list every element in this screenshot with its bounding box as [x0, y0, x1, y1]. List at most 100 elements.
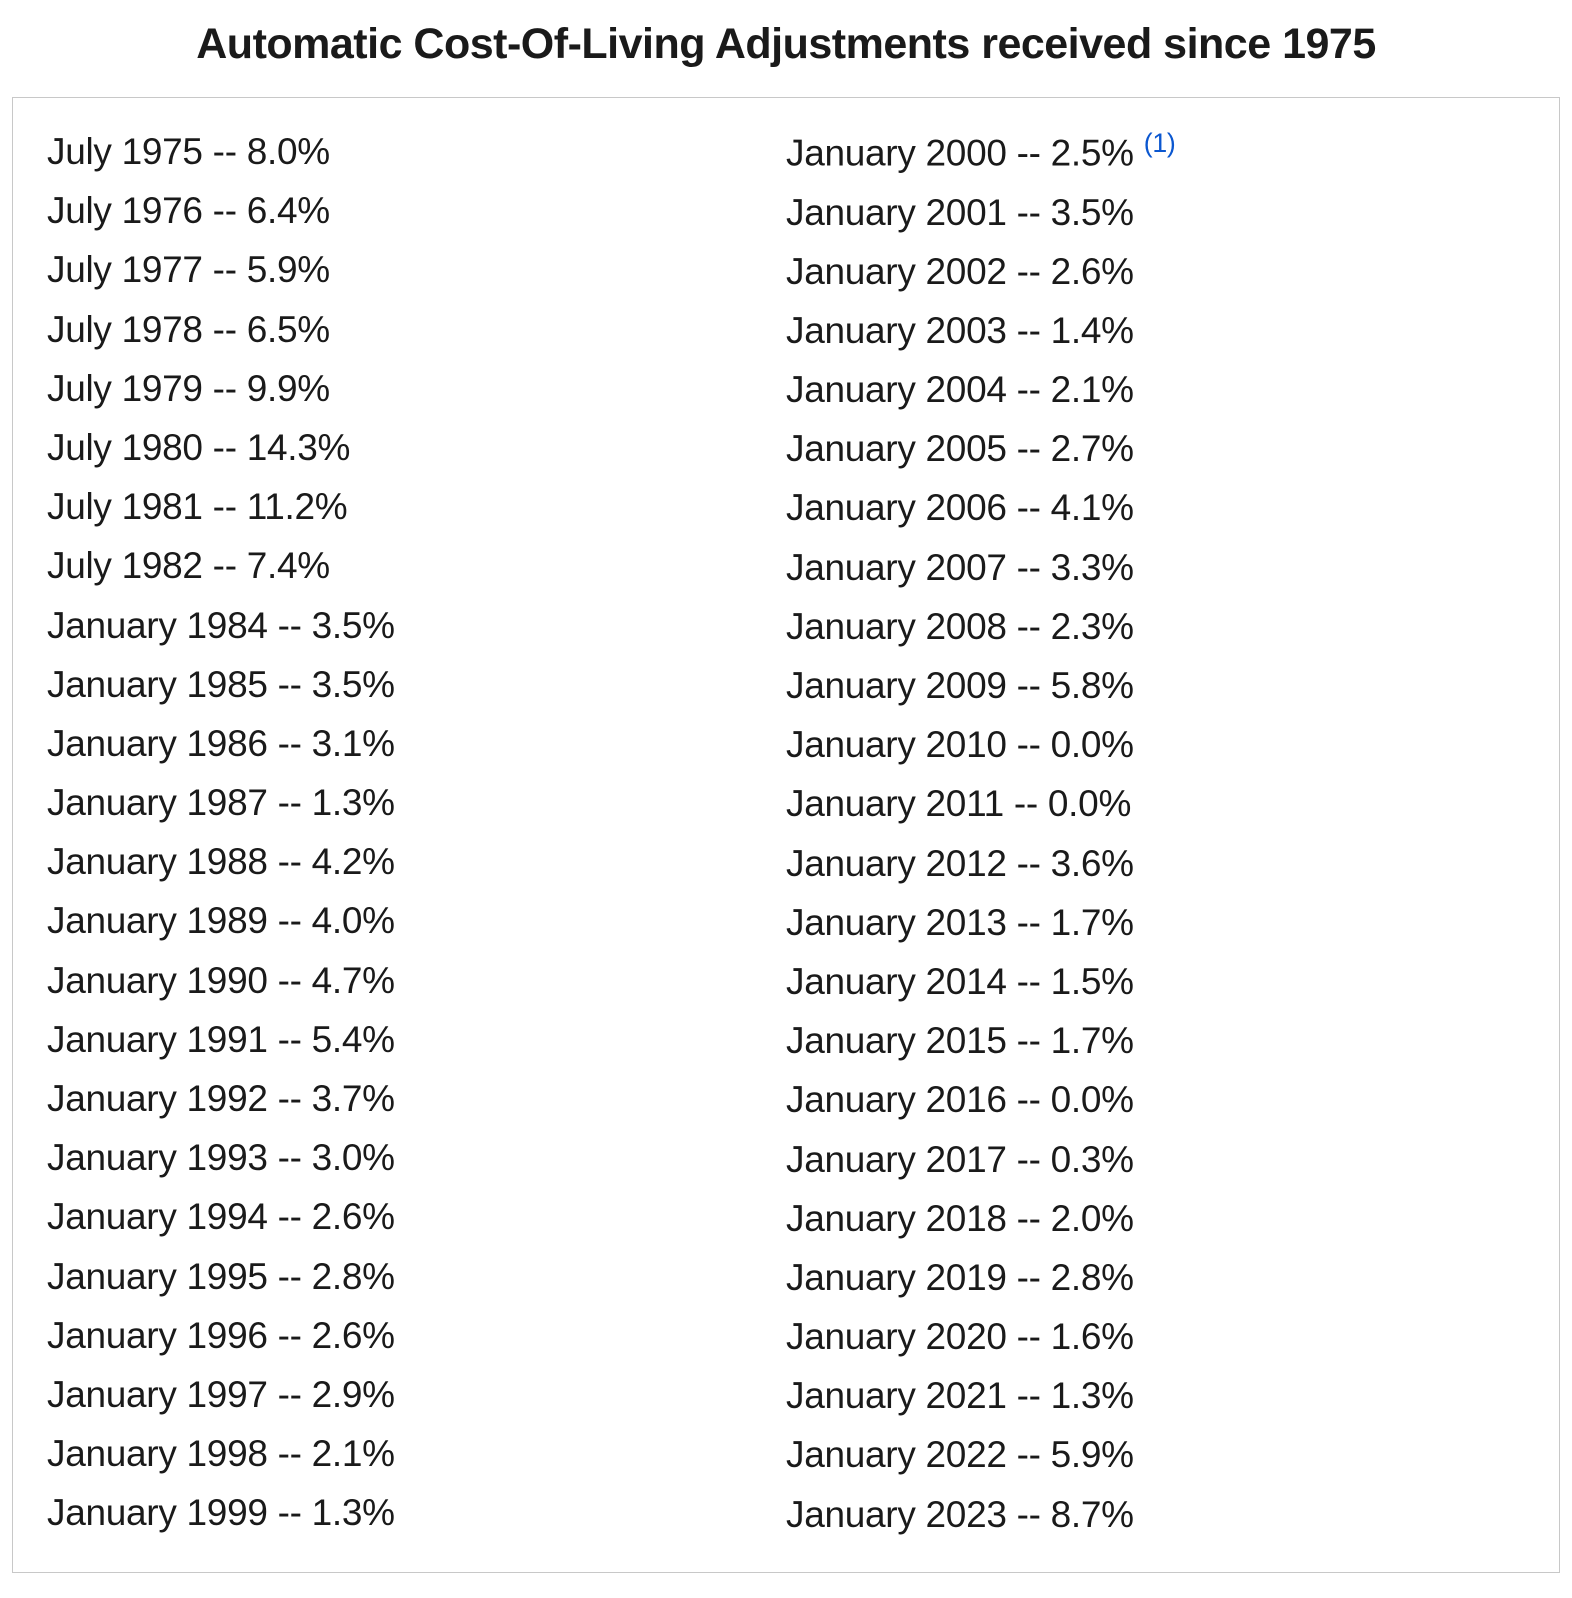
cola-row: January 2004 -- 2.1% [786, 360, 1525, 419]
cola-separator: -- [203, 545, 247, 586]
cola-percent: 1.4% [1051, 310, 1134, 351]
cola-separator: -- [203, 249, 247, 290]
cola-separator: -- [1007, 1494, 1051, 1535]
cola-row: January 1993 -- 3.0% [47, 1128, 786, 1187]
cola-percent: 8.7% [1051, 1494, 1134, 1535]
cola-percent: 5.9% [1051, 1434, 1134, 1475]
cola-percent: 2.3% [1051, 606, 1134, 647]
cola-date: January 1995 [47, 1256, 268, 1297]
cola-separator: -- [268, 1196, 312, 1237]
cola-percent: 4.2% [312, 841, 395, 882]
cola-separator: -- [1007, 547, 1051, 588]
cola-separator: -- [268, 900, 312, 941]
cola-separator: -- [203, 309, 247, 350]
cola-row: January 2019 -- 2.8% [786, 1248, 1525, 1307]
cola-separator: -- [1007, 843, 1051, 884]
cola-date: January 2006 [786, 487, 1007, 528]
cola-percent: 3.6% [1051, 843, 1134, 884]
cola-percent: 2.8% [1051, 1257, 1134, 1298]
cola-row: July 1979 -- 9.9% [47, 359, 786, 418]
cola-separator: -- [203, 190, 247, 231]
cola-date: January 2019 [786, 1257, 1007, 1298]
cola-percent: 4.1% [1051, 487, 1134, 528]
cola-table: July 1975 -- 8.0%July 1976 -- 6.4%July 1… [12, 97, 1560, 1573]
cola-row: January 1998 -- 2.1% [47, 1424, 786, 1483]
cola-percent: 2.7% [1051, 428, 1134, 469]
cola-date: January 2023 [786, 1494, 1007, 1535]
cola-percent: 9.9% [247, 368, 330, 409]
cola-percent: 5.9% [247, 249, 330, 290]
cola-row: January 1997 -- 2.9% [47, 1365, 786, 1424]
cola-separator: -- [268, 1019, 312, 1060]
cola-separator: -- [1007, 961, 1051, 1002]
cola-row: July 1976 -- 6.4% [47, 181, 786, 240]
cola-date: January 1997 [47, 1374, 268, 1415]
cola-separator: -- [268, 1374, 312, 1415]
cola-row: January 1985 -- 3.5% [47, 655, 786, 714]
cola-row: January 2011 -- 0.0% [786, 774, 1525, 833]
cola-row: January 1992 -- 3.7% [47, 1069, 786, 1128]
cola-row: July 1978 -- 6.5% [47, 300, 786, 359]
cola-date: January 1990 [47, 960, 268, 1001]
cola-separator: -- [1007, 1198, 1051, 1239]
cola-date: January 2003 [786, 310, 1007, 351]
cola-date: January 2013 [786, 902, 1007, 943]
cola-separator: -- [203, 427, 247, 468]
cola-percent: 2.6% [312, 1315, 395, 1356]
cola-separator: -- [1007, 665, 1051, 706]
cola-separator: -- [1007, 132, 1051, 173]
cola-separator: -- [1007, 1375, 1051, 1416]
cola-date: January 2007 [786, 547, 1007, 588]
cola-separator: -- [1007, 1257, 1051, 1298]
cola-row: January 2023 -- 8.7% [786, 1485, 1525, 1544]
cola-row: January 2008 -- 2.3% [786, 597, 1525, 656]
cola-date: January 1988 [47, 841, 268, 882]
cola-separator: -- [268, 1492, 312, 1533]
cola-row: January 2006 -- 4.1% [786, 478, 1525, 537]
cola-date: January 1994 [47, 1196, 268, 1237]
cola-row: January 2005 -- 2.7% [786, 419, 1525, 478]
cola-date: January 2015 [786, 1020, 1007, 1061]
cola-date: January 1989 [47, 900, 268, 941]
cola-date: January 2014 [786, 961, 1007, 1002]
footnote-link[interactable]: (1) [1144, 128, 1176, 158]
cola-date: July 1982 [47, 545, 203, 586]
cola-separator: -- [268, 960, 312, 1001]
cola-date: January 2011 [786, 783, 1004, 824]
cola-percent: 2.1% [1051, 369, 1134, 410]
cola-row: January 2022 -- 5.9% [786, 1425, 1525, 1484]
cola-date: July 1975 [47, 131, 203, 172]
cola-percent: 2.6% [312, 1196, 395, 1237]
cola-separator: -- [203, 368, 247, 409]
cola-percent: 3.3% [1051, 547, 1134, 588]
cola-date: January 1985 [47, 664, 268, 705]
cola-percent: 1.6% [1051, 1316, 1134, 1357]
cola-separator: -- [1007, 606, 1051, 647]
cola-date: January 2010 [786, 724, 1007, 765]
cola-percent: 2.8% [312, 1256, 395, 1297]
cola-date: January 2005 [786, 428, 1007, 469]
cola-date: January 1993 [47, 1137, 268, 1178]
cola-separator: -- [1007, 1316, 1051, 1357]
cola-row: January 2020 -- 1.6% [786, 1307, 1525, 1366]
cola-row: January 1999 -- 1.3% [47, 1483, 786, 1542]
cola-row: January 2010 -- 0.0% [786, 715, 1525, 774]
cola-row: January 2015 -- 1.7% [786, 1011, 1525, 1070]
cola-separator: -- [1007, 902, 1051, 943]
cola-separator: -- [1007, 1434, 1051, 1475]
cola-percent: 2.0% [1051, 1198, 1134, 1239]
cola-percent: 0.0% [1051, 1079, 1134, 1120]
cola-percent: 0.0% [1051, 724, 1134, 765]
cola-row: January 2002 -- 2.6% [786, 242, 1525, 301]
cola-percent: 3.5% [1051, 192, 1134, 233]
cola-separator: -- [268, 1256, 312, 1297]
cola-percent: 14.3% [247, 427, 350, 468]
cola-date: January 1998 [47, 1433, 268, 1474]
cola-row: January 2014 -- 1.5% [786, 952, 1525, 1011]
cola-separator: -- [1007, 1020, 1051, 1061]
cola-separator: -- [1007, 310, 1051, 351]
cola-date: January 2012 [786, 843, 1007, 884]
cola-separator: -- [268, 664, 312, 705]
cola-row: January 2007 -- 3.3% [786, 538, 1525, 597]
cola-separator: -- [1004, 783, 1048, 824]
